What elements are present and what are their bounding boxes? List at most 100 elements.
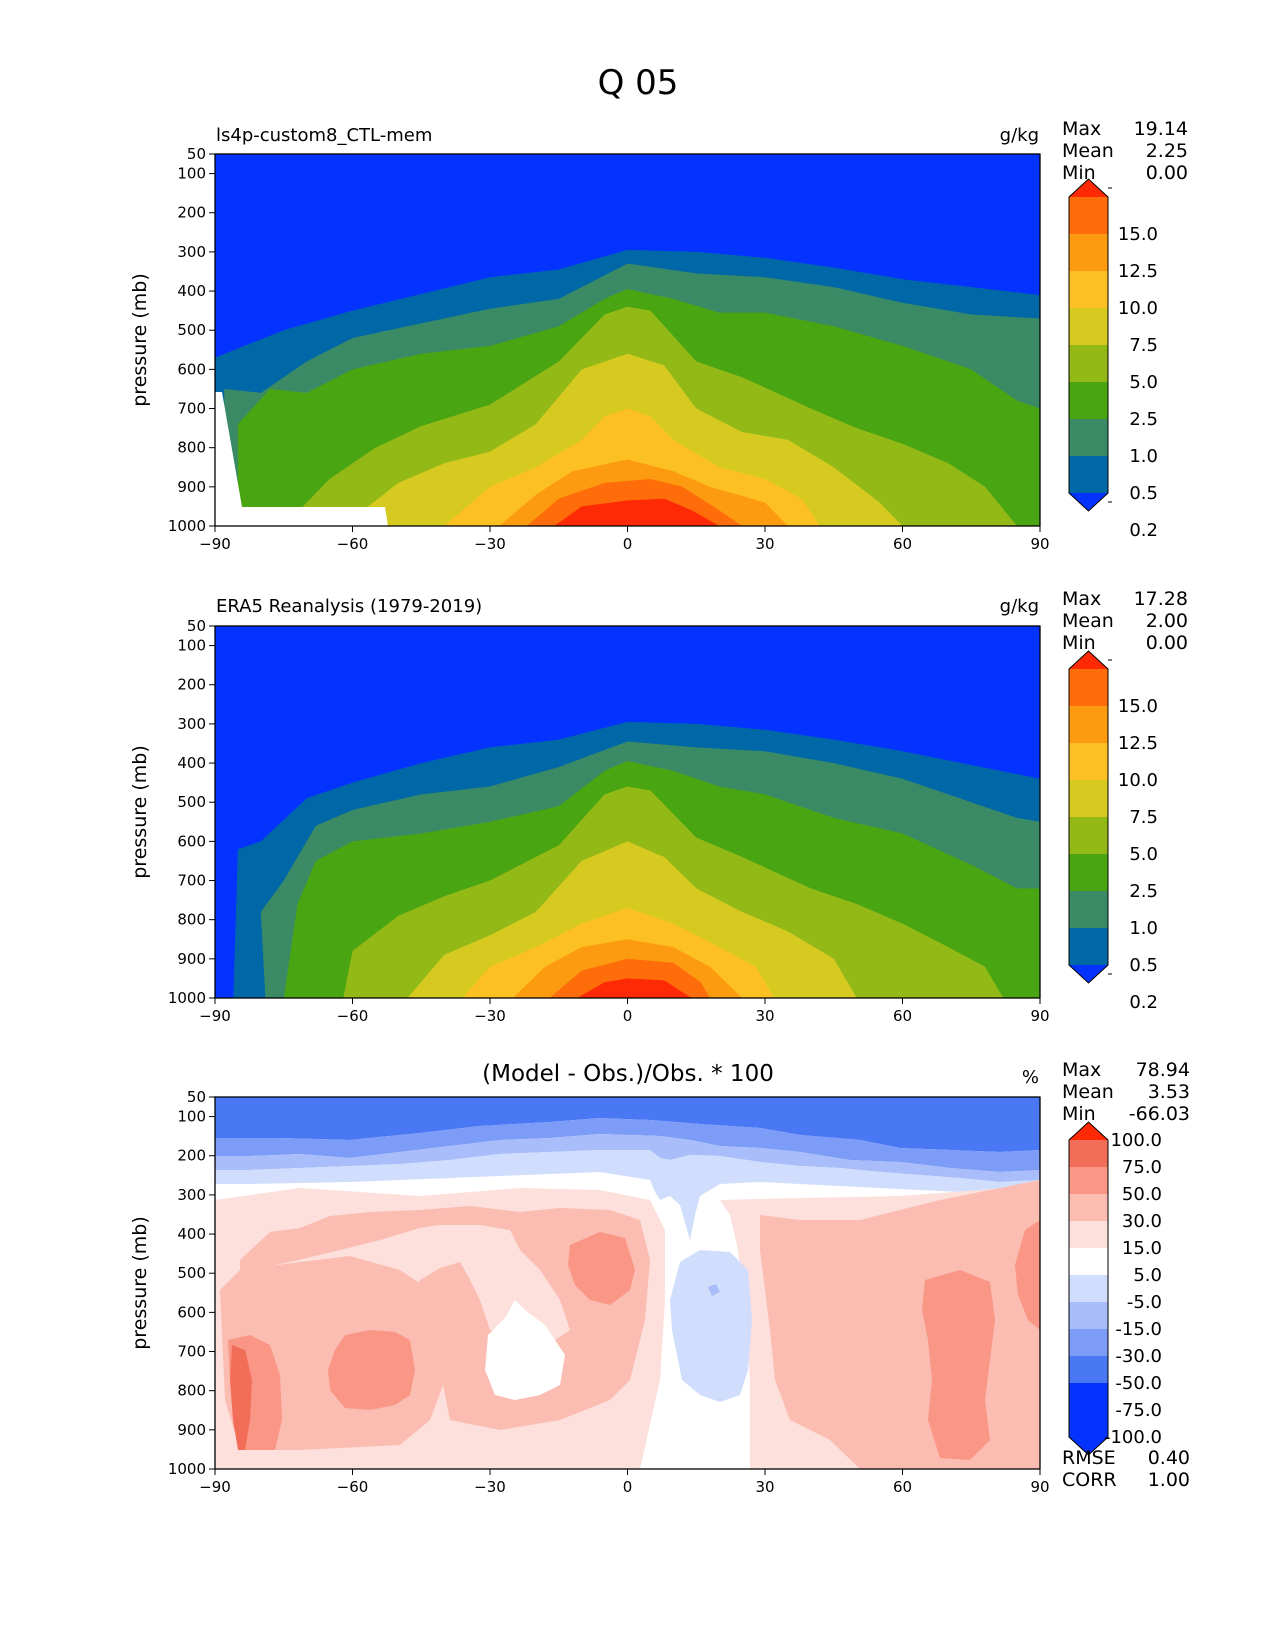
diff-band-upper-minus-15 <box>215 1150 1040 1240</box>
obs-xtick-label: −30 <box>474 1007 506 1025</box>
obs-colorbar-segment <box>1069 854 1108 892</box>
model-colorbar-segment <box>1069 271 1108 309</box>
obs-xtick-label: 90 <box>1030 1007 1049 1025</box>
model-ytick-label: 100 <box>177 165 206 183</box>
model-colorbar-label: 7.5 <box>1129 335 1158 356</box>
obs-stat-mean-label: Mean <box>1062 610 1114 632</box>
diff-xtick-label: 0 <box>623 1478 633 1496</box>
obs-colorbar-segment <box>1069 743 1108 781</box>
model-colorbar-segment <box>1069 308 1108 346</box>
model-xtick-label: 90 <box>1030 535 1049 553</box>
diff-colorbar-segment <box>1069 1329 1108 1357</box>
obs-colorbar-label: 1.0 <box>1129 918 1158 939</box>
model-colorbar-segment <box>1069 419 1108 457</box>
model-ytick-label: 600 <box>177 360 206 378</box>
obs-ytick-label: 700 <box>177 872 206 890</box>
diff-stat-mean-label: Mean <box>1062 1081 1114 1103</box>
diff-ytick-label: 400 <box>177 1225 206 1243</box>
diff-corr: 1.00 <box>1148 1469 1190 1491</box>
model-colorbar-segment <box>1069 197 1108 235</box>
diff-colorbar-label: -75.0 <box>1115 1400 1162 1421</box>
diff-colorbar-label: 15.0 <box>1122 1238 1162 1259</box>
model-ylabel: pressure (mb) <box>129 273 151 407</box>
model-colorbar-label: 2.5 <box>1129 409 1158 430</box>
diff-ytick-label: 900 <box>177 1421 206 1439</box>
diff-xtick-label: −90 <box>199 1478 231 1496</box>
diff-stat-mean: 3.53 <box>1148 1081 1190 1103</box>
obs-colorbar-label: 0.2 <box>1129 992 1158 1013</box>
diff-region-minus-5-to-5-center <box>485 1300 565 1400</box>
model-contour-fills <box>215 154 1040 526</box>
diff-spot-minus-15 <box>708 1284 720 1296</box>
obs-colorbar-outline <box>1068 650 1109 984</box>
diff-blob-plus-30-right <box>922 1270 995 1460</box>
diff-colorbar-label: 5.0 <box>1133 1265 1162 1286</box>
model-y-axis: 50 100 200 300 400 500 600 700 800 900 1000 <box>168 145 215 535</box>
diff-colorbar-segment <box>1069 1248 1108 1276</box>
diff-rmse-label: RMSE <box>1062 1447 1116 1469</box>
diff-corr-label: CORR <box>1062 1469 1117 1491</box>
diff-xtick-label: −60 <box>337 1478 369 1496</box>
obs-colorbar-segment <box>1069 706 1108 744</box>
diff-stat-min: -66.03 <box>1129 1103 1190 1125</box>
model-colorbar-label: 0.5 <box>1129 483 1158 504</box>
obs-colorbar-label: 5.0 <box>1129 844 1158 865</box>
model-x-axis: −90 −60 −30 0 30 60 90 <box>199 526 1050 553</box>
diff-colorbar-segment <box>1069 1221 1108 1249</box>
obs-xtick-label: 0 <box>623 1007 633 1025</box>
model-ytick-label: 1000 <box>168 517 206 535</box>
diff-colorbar-label: -100.0 <box>1104 1427 1162 1448</box>
diff-xtick-label: 60 <box>893 1478 912 1496</box>
diff-ylabel: pressure (mb) <box>129 1216 151 1350</box>
diff-xtick-label: −30 <box>474 1478 506 1496</box>
obs-xtick-label: 60 <box>893 1007 912 1025</box>
model-ytick-label: 50 <box>187 145 206 163</box>
model-colorbar-segment <box>1069 456 1108 494</box>
diff-colorbar: 100.0 75.0 50.0 30.0 15.0 5.0 -5.0 -15.0 -30.0 -5… <box>1068 1121 1162 1456</box>
obs-plot-area <box>215 626 1040 998</box>
obs-fill-above-15 <box>577 978 692 998</box>
obs-x-axis: −90 −60 −30 0 30 60 90 <box>199 998 1050 1025</box>
model-xtick-label: 0 <box>623 535 633 553</box>
model-colorbar-label: 15.0 <box>1118 224 1158 245</box>
obs-stat-max: 17.28 <box>1134 588 1188 610</box>
obs-xtick-label: 30 <box>755 1007 774 1025</box>
obs-ytick-label: 100 <box>177 637 206 655</box>
diff-ytick-label: 800 <box>177 1382 206 1400</box>
model-xtick-label: 30 <box>755 535 774 553</box>
diff-band-upper-minus-30 <box>215 1134 1040 1182</box>
model-ytick-label: 300 <box>177 243 206 261</box>
diff-region-right-plus-15-to-30 <box>760 1180 1040 1469</box>
model-colorbar: 15.0 12.5 10.0 7.5 5.0 2.5 1.0 0.5 0.2 <box>1068 178 1158 541</box>
model-stat-max-label: Max <box>1062 118 1101 140</box>
diff-rmse: 0.40 <box>1148 1447 1190 1469</box>
obs-colorbar-label: 15.0 <box>1118 696 1158 717</box>
diff-y-axis: 50 100 200 300 400 500 600 700 800 900 1000 <box>168 1088 215 1478</box>
model-xtick-label: −60 <box>337 535 369 553</box>
diff-colorbar-label: 50.0 <box>1122 1184 1162 1205</box>
diff-colorbar-label: -30.0 <box>1115 1346 1162 1367</box>
diff-colorbar-segment <box>1069 1302 1108 1330</box>
obs-ytick-label: 200 <box>177 676 206 694</box>
diff-colorbar-label: 30.0 <box>1122 1211 1162 1232</box>
diff-band-upper-minus-75 <box>215 1097 1040 1152</box>
figure-title: Q 05 <box>598 63 679 103</box>
obs-colorbar-segment <box>1069 891 1108 929</box>
obs-ytick-label: 800 <box>177 911 206 929</box>
diff-ytick-label: 200 <box>177 1147 206 1165</box>
model-ytick-label: 900 <box>177 478 206 496</box>
diff-blob-plus-30-center <box>568 1232 635 1305</box>
diff-colorbar-extend-min <box>1069 1437 1108 1455</box>
model-colorbar-segment <box>1069 345 1108 383</box>
diff-stat-max: 78.94 <box>1136 1059 1190 1081</box>
diff-plot-area <box>215 1097 1040 1469</box>
diff-colorbar-segment <box>1069 1140 1108 1168</box>
obs-colorbar-label: 0.5 <box>1129 955 1158 976</box>
obs-ytick-label: 50 <box>187 617 206 635</box>
obs-ytick-label: 500 <box>177 793 206 811</box>
model-colorbar-label: 5.0 <box>1129 372 1158 393</box>
obs-colorbar-extend-max <box>1069 651 1108 669</box>
model-colorbar-outline <box>1068 178 1109 512</box>
diff-colorbar-segment <box>1069 1275 1108 1303</box>
